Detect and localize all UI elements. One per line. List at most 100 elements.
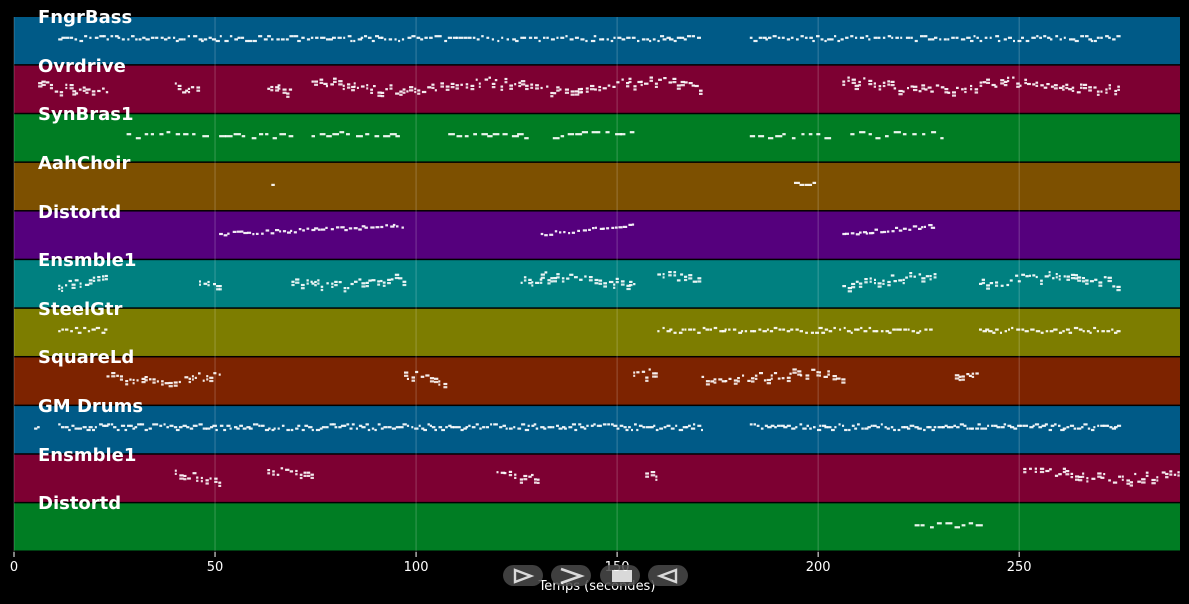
note <box>966 36 971 39</box>
note <box>751 377 755 380</box>
note <box>69 36 74 39</box>
note <box>1121 478 1124 481</box>
note <box>565 35 568 38</box>
note <box>944 88 949 91</box>
note <box>995 328 999 331</box>
note <box>59 94 64 97</box>
note <box>155 36 159 39</box>
rewind-button[interactable] <box>648 565 688 586</box>
note <box>361 285 366 288</box>
track-label: FngrBass <box>38 7 133 28</box>
note <box>520 80 526 83</box>
note <box>804 36 808 39</box>
note <box>985 328 990 331</box>
note <box>863 77 866 80</box>
note <box>74 38 78 41</box>
note <box>626 287 631 291</box>
note <box>332 36 336 39</box>
note <box>1035 330 1041 333</box>
note <box>365 423 369 426</box>
note <box>882 84 886 88</box>
note <box>509 87 513 90</box>
note <box>603 282 607 285</box>
note <box>599 227 604 230</box>
note <box>406 90 409 93</box>
note <box>331 282 334 285</box>
note <box>966 373 970 376</box>
note <box>812 181 817 184</box>
x-tick-label: 100 <box>403 560 429 575</box>
note <box>808 133 813 136</box>
note <box>132 427 136 430</box>
note <box>929 328 933 331</box>
note <box>394 276 400 280</box>
note <box>1029 467 1032 470</box>
note <box>777 424 781 427</box>
note <box>310 280 313 283</box>
stop-button[interactable] <box>600 565 640 586</box>
note <box>687 35 692 38</box>
note <box>1066 278 1070 281</box>
note <box>315 36 319 39</box>
note <box>509 84 513 87</box>
note <box>404 371 409 374</box>
note <box>732 328 737 331</box>
note <box>742 374 745 377</box>
note <box>521 423 526 426</box>
note <box>581 131 588 134</box>
x-tick-label: 200 <box>805 560 831 575</box>
note <box>912 424 915 427</box>
note <box>174 82 177 85</box>
note <box>797 370 802 373</box>
note <box>314 280 317 284</box>
note <box>229 35 233 38</box>
note <box>959 423 964 426</box>
note <box>134 426 138 429</box>
note <box>666 424 671 427</box>
note <box>1065 470 1070 473</box>
note <box>124 428 128 432</box>
note <box>1097 424 1100 427</box>
note <box>770 377 773 380</box>
note <box>970 427 974 430</box>
forward-button[interactable] <box>551 565 591 586</box>
note <box>380 427 384 430</box>
note <box>818 371 821 374</box>
note <box>520 36 524 39</box>
note <box>1048 274 1051 277</box>
note <box>116 374 119 377</box>
note <box>164 38 168 41</box>
note <box>37 426 40 429</box>
note <box>910 85 914 88</box>
note <box>276 473 280 476</box>
note <box>533 423 537 426</box>
note <box>1075 475 1080 478</box>
note <box>854 328 859 331</box>
note <box>460 83 463 86</box>
note <box>353 82 356 85</box>
note <box>460 428 464 432</box>
note <box>1008 328 1010 331</box>
play-button[interactable] <box>503 565 543 586</box>
note <box>196 89 201 92</box>
note <box>629 131 635 134</box>
note <box>206 378 209 381</box>
note <box>291 280 295 283</box>
note <box>1036 35 1039 38</box>
note <box>851 424 855 427</box>
note <box>467 36 472 39</box>
note <box>880 231 884 234</box>
track-lane <box>14 503 1180 551</box>
note <box>918 227 922 230</box>
note <box>127 38 130 41</box>
note <box>380 95 385 98</box>
note <box>325 426 329 429</box>
note <box>786 379 791 383</box>
note <box>1093 39 1097 43</box>
note <box>163 423 166 426</box>
note <box>175 39 179 43</box>
note <box>847 79 850 82</box>
note <box>429 36 433 39</box>
note <box>554 230 558 233</box>
note <box>71 286 76 289</box>
